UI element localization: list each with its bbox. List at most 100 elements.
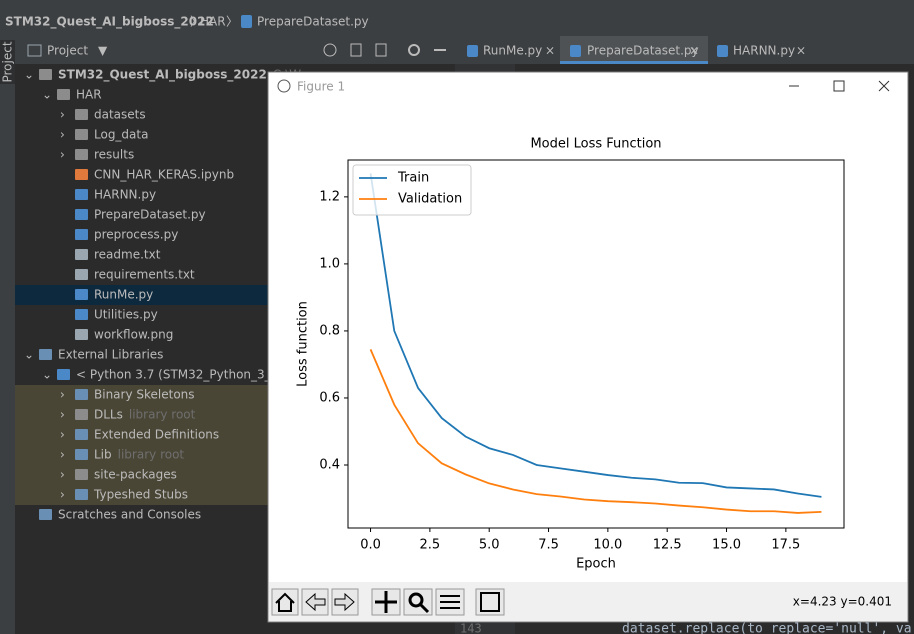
editor-tab[interactable]: PrepareDataset.py [587,44,699,58]
x-tick-label: 15.0 [712,538,741,553]
tree-item[interactable]: RunMe.py [94,288,153,302]
tree-icon [75,169,88,180]
tree-arrow[interactable]: › [60,108,65,122]
tree-item[interactable]: External Libraries [58,348,163,362]
series-line [369,173,822,498]
legend-label: Train [397,171,429,186]
breadcrumb[interactable]: STM32_Quest_AI_bigboss_2022 [5,15,214,30]
toolbar-buttons [271,588,505,616]
tree-icon [75,189,88,200]
y-tick-label: 1.0 [319,256,340,271]
tree-item[interactable]: Extended Definitions [94,428,219,442]
chart: Model Loss Function Epoch Loss function 0.0… [296,137,845,572]
side-tab-bg [0,40,15,84]
tab-close[interactable]: × [689,44,699,58]
py-icon [467,45,478,57]
breadcrumb[interactable]: HAR [200,15,226,29]
panel-title[interactable]: Project [47,44,88,58]
panel-header [15,36,455,64]
tree-item[interactable]: PrepareDataset.py [94,208,206,222]
editor-tab[interactable]: RunMe.py [483,44,542,58]
tree-item[interactable]: Lib [94,448,112,462]
active-tab-bg [560,36,708,64]
x-tick-label: 12.5 [653,538,682,553]
settings-icon[interactable] [408,44,420,56]
x-tick-label: 7.5 [538,538,559,553]
maximize-button[interactable] [833,80,845,92]
configure-icon [440,595,460,609]
tree-icon [75,449,88,460]
tree-item[interactable]: results [94,148,134,162]
window-title: Figure 1 [297,80,345,94]
collapse-icon[interactable] [375,43,387,57]
tree-arrow[interactable]: ⌄ [24,68,34,82]
tree-icon [39,349,52,360]
tree-item[interactable]: Utilities.py [94,308,158,322]
tree-item[interactable]: Log_data [94,128,148,142]
tree-icon [75,209,88,220]
tree-item[interactable]: site-packages [94,468,177,482]
separator: 〉 [190,15,202,29]
zoom-icon [408,592,424,608]
tree-arrow[interactable]: ⌄ [24,348,34,362]
locate-icon[interactable] [323,43,337,57]
side-tab[interactable]: Project [1,41,15,82]
tab-close[interactable]: × [796,44,806,58]
tree-arrow[interactable]: › [60,448,65,462]
tree-item[interactable]: DLLs [94,408,123,422]
editor-tab[interactable]: HARNN.py [733,44,795,58]
active-tab-underline [560,61,708,64]
tree-arrow[interactable]: ⌄ [42,88,52,102]
x-tick-label: 2.5 [420,538,441,553]
tree-arrow[interactable]: › [60,128,65,142]
tree-item[interactable]: HAR [76,88,102,102]
tree-icon [75,289,88,300]
tree-item[interactable]: Scratches and Consoles [58,508,201,522]
tree-icon [39,509,52,520]
tree-hint: library root [129,408,196,422]
x-axis-label: Epoch [576,557,616,572]
tree-item[interactable]: preprocess.py [94,228,178,242]
tree-item[interactable]: requirements.txt [94,268,195,282]
expand-icon[interactable] [350,43,362,57]
tree-arrow[interactable]: › [60,148,65,162]
y-tick-label: 0.4 [319,457,340,472]
x-tick-label: 0.0 [360,538,381,553]
tree-icon [75,429,88,440]
library-highlight [15,385,268,505]
tree-icon [75,329,88,340]
tree-arrow[interactable]: › [60,468,65,482]
tree-item[interactable]: CNN_HAR_KERAS.ipynb [94,168,234,182]
tree-item[interactable]: HARNN.py [94,188,156,202]
py-icon [570,45,581,57]
tree-item[interactable]: < Python 3.7 (STM32_Python_3_7) [76,368,283,382]
separator: 〉 [226,15,238,29]
legend-label: Validation [398,192,462,207]
figure-window [267,71,909,623]
tree-item[interactable]: STM32_Quest_AI_bigboss_2022 [58,68,267,83]
tree-arrow[interactable]: › [60,408,65,422]
breadcrumb[interactable]: PrepareDataset.py [257,15,369,29]
tree-item[interactable]: datasets [94,108,146,122]
tree-item[interactable]: workflow.png [94,328,173,342]
tree-icon [57,369,70,380]
tree-item[interactable]: readme.txt [94,248,161,262]
tree-arrow[interactable]: › [60,428,65,442]
plot-frame [347,159,845,529]
side-strip [0,36,15,634]
project-tree: ⌄STM32_Quest_AI_bigboss_2022C:\W⌄HAR›dat… [24,68,301,522]
tree-arrow[interactable]: ⌄ [42,368,52,382]
breadcrumb-bar [0,0,914,36]
close-button[interactable] [878,80,890,92]
pan-icon [375,591,397,613]
chart-title: Model Loss Function [530,137,661,152]
tab-close[interactable]: × [545,44,555,58]
line-number: 143 [460,622,482,634]
tree-arrow[interactable]: › [60,488,65,502]
tree-item[interactable]: Binary Skeletons [94,388,195,402]
series-line [369,349,822,514]
py-icon [717,45,728,57]
tree-item[interactable]: Typeshed Stubs [93,488,188,502]
dropdown-arrow[interactable]: ▼ [98,44,108,58]
tree-arrow[interactable]: › [60,388,65,402]
